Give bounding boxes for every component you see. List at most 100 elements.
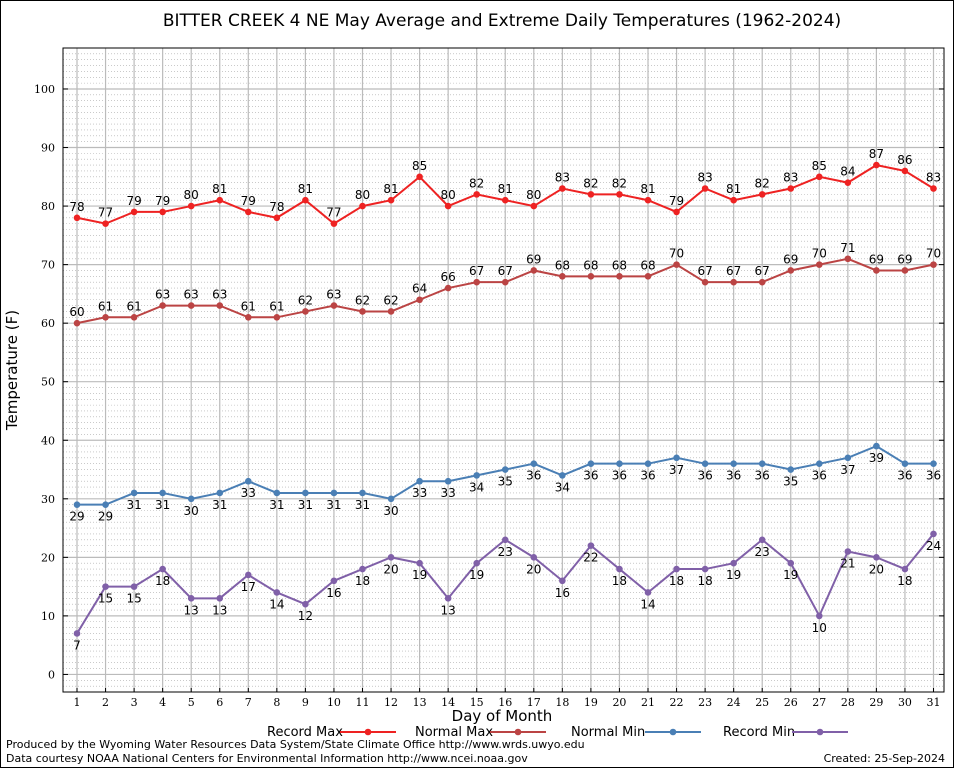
y-tick-label: 60	[41, 317, 55, 330]
x-axis-label: Day of Month	[452, 707, 553, 725]
normal-min-data-label: 36	[583, 469, 598, 483]
record-min-point	[616, 565, 623, 573]
legend: Record Max Normal Max Normal Min Record Min	[267, 725, 848, 740]
record-min-data-label: 17	[241, 580, 256, 594]
record-min-point	[530, 554, 538, 561]
x-tick-label: 4	[159, 696, 166, 709]
normal-max-point	[644, 273, 652, 280]
normal-min-data-label: 34	[555, 480, 570, 494]
x-tick-label: 10	[327, 696, 341, 709]
normal-max-data-label: 69	[783, 252, 798, 266]
record-max-data-label: 82	[583, 176, 598, 190]
record-min-data-label: 16	[326, 586, 341, 600]
legend-marker-normal-max	[514, 728, 522, 736]
normal-max-point	[187, 302, 195, 309]
normal-min-point	[816, 460, 823, 467]
record-max-data-label: 78	[69, 200, 84, 214]
normal-max-point	[587, 273, 595, 280]
record-max-point	[730, 196, 737, 204]
x-tick-label: 20	[612, 696, 626, 709]
normal-min-point	[159, 489, 166, 497]
plot-grid	[63, 47, 944, 693]
record-max-data-label: 80	[441, 188, 456, 202]
x-tick-label: 24	[727, 696, 741, 709]
normal-min-data-label: 36	[812, 469, 827, 483]
footer-producer: Produced by the Wyoming Water Resources …	[6, 738, 585, 751]
normal-min-point	[216, 489, 224, 497]
record-min-point	[359, 565, 366, 573]
normal-max-data-label: 62	[383, 293, 398, 307]
normal-max-data-label: 70	[926, 247, 941, 261]
y-tick-label: 80	[41, 200, 55, 213]
record-max-point	[901, 167, 909, 175]
x-tick-label: 26	[784, 696, 798, 709]
normal-min-point	[530, 460, 538, 467]
record-min-point	[73, 630, 81, 637]
record-min-point	[701, 565, 709, 573]
record-min-point	[216, 595, 224, 602]
normal-max-point	[673, 261, 680, 268]
record-max-point	[359, 202, 366, 210]
record-max-point	[159, 208, 166, 216]
record-min-data-label: 18	[669, 574, 684, 588]
record-min-point	[559, 577, 566, 585]
record-max-point	[701, 185, 709, 192]
normal-max-data-label: 69	[897, 252, 912, 266]
normal-max-point	[302, 308, 309, 315]
normal-min-point	[416, 477, 423, 485]
x-tick-label: 7	[245, 696, 252, 709]
record-max-data-label: 85	[812, 159, 827, 173]
normal-max-data-label: 71	[840, 241, 855, 255]
record-max-data-label: 87	[869, 147, 884, 161]
record-min-point	[787, 559, 795, 567]
record-min-data-label: 18	[897, 574, 912, 588]
record-max-data-label: 79	[241, 194, 256, 208]
record-min-data-label: 16	[555, 586, 570, 600]
record-max-point	[473, 191, 481, 198]
normal-max-point	[102, 314, 109, 321]
normal-max-point	[730, 278, 737, 286]
x-tick-label: 29	[869, 696, 883, 709]
record-min-data-label: 20	[526, 562, 541, 576]
normal-min-point	[787, 466, 795, 473]
x-tick-label: 21	[641, 696, 655, 709]
normal-max-data-label: 68	[555, 258, 570, 272]
y-tick-label: 30	[41, 493, 55, 506]
record-min-point	[187, 595, 195, 602]
normal-max-point	[359, 308, 366, 315]
record-min-data-label: 13	[212, 603, 227, 617]
normal-max-point	[559, 273, 566, 280]
x-tick-label: 3	[131, 696, 138, 709]
record-min-point	[159, 565, 166, 573]
record-min-data-label: 10	[812, 621, 827, 635]
normal-min-data-label: 37	[669, 463, 684, 477]
record-max-point	[644, 196, 652, 204]
record-max-point	[187, 202, 195, 210]
normal-min-point	[444, 477, 452, 485]
normal-min-data-label: 30	[184, 504, 199, 518]
record-min-point	[844, 548, 852, 555]
normal-min-data-label: 31	[212, 498, 227, 512]
record-max-point	[530, 202, 538, 210]
y-tick-label: 90	[41, 142, 55, 155]
normal-min-data-label: 30	[383, 504, 398, 518]
record-min-data-label: 13	[441, 603, 456, 617]
record-min-point	[130, 583, 138, 590]
y-tick-label: 70	[41, 259, 55, 272]
x-tick-label: 1	[74, 696, 81, 709]
normal-min-point	[930, 460, 937, 467]
x-tick-label: 15	[470, 696, 484, 709]
record-max-data-label: 83	[555, 171, 570, 185]
record-min-data-label: 19	[469, 568, 484, 582]
normal-min-data-label: 36	[926, 469, 941, 483]
record-max-data-label: 81	[726, 182, 741, 196]
normal-min-point	[758, 460, 766, 467]
normal-min-data-label: 33	[441, 486, 456, 500]
normal-min-data-label: 36	[526, 469, 541, 483]
record-min-data-label: 19	[783, 568, 798, 582]
record-min-point	[901, 565, 909, 573]
normal-max-data-label: 67	[726, 264, 741, 278]
footer-created-date: Created: 25-Sep-2024	[824, 752, 945, 765]
normal-max-point	[473, 278, 481, 286]
